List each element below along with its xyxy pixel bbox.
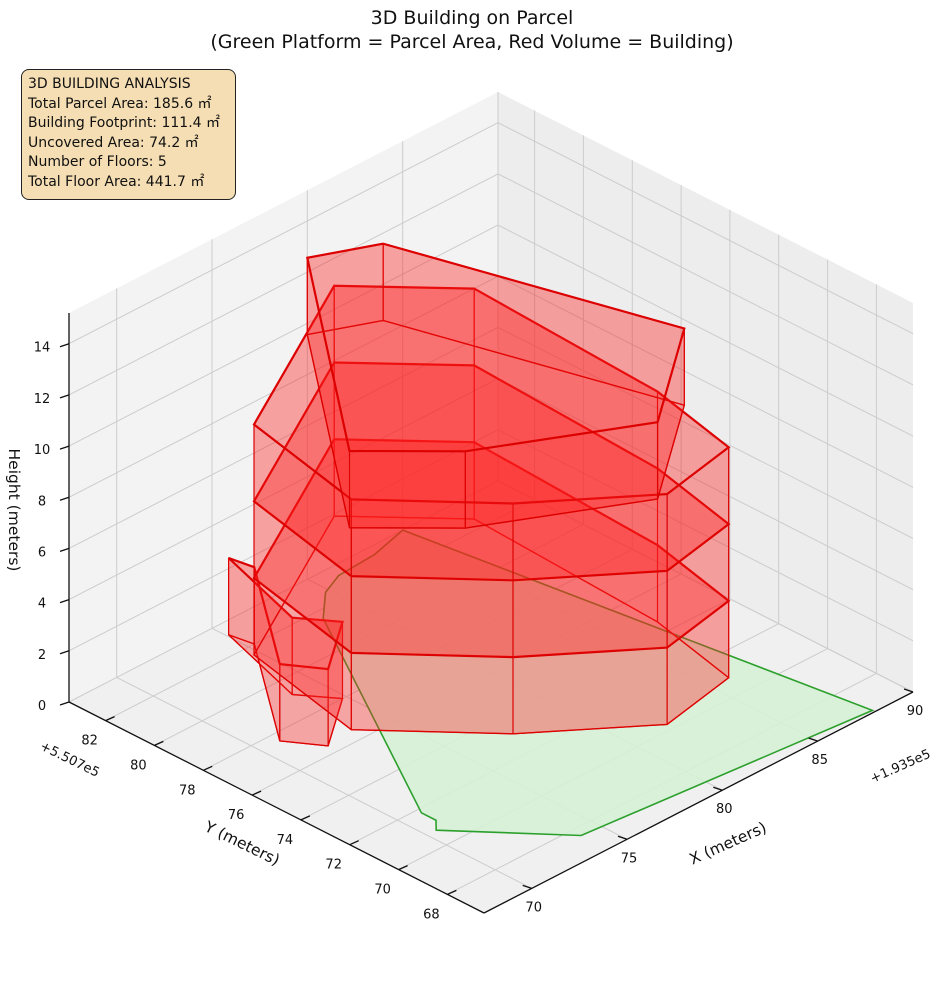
z-tick-label: 14 [34,341,51,356]
grid-y-floor [105,499,535,722]
grid-z-right [497,224,914,437]
x-axis-label: X (meters) [687,818,770,868]
z-tick-label: 8 [38,494,46,509]
z-tick-mark [59,343,70,348]
y-tick-mark [300,815,311,821]
info-building-footprint: Building Footprint: 111.4 ㎡ [28,115,221,132]
grid-z-back [68,275,499,498]
z-tick-label: 0 [38,699,46,714]
y-tick-mark [398,865,408,871]
x-tick-label: 80 [716,802,733,817]
grid-z-right [497,378,914,591]
floor-top-face [227,556,344,671]
parcel-platform [322,529,875,837]
z-tick-label: 10 [34,443,51,458]
floor-top-face [305,242,686,453]
grid-x-floor [116,676,532,889]
z-tick-label: 2 [38,648,46,663]
x-tick-label: 70 [525,900,542,915]
x-axis-line [483,691,914,914]
pane-y-max [69,92,498,702]
y-tick-mark [105,716,115,722]
x-tick-label: 75 [621,851,638,866]
y-tick-label: 78 [179,783,196,798]
grid-z-right [497,122,914,335]
grid-z-back [68,122,499,345]
y-tick-label: 68 [423,907,440,922]
floor-wall-face [512,647,668,735]
z-tick-mark [59,394,70,399]
z-tick-mark [59,701,70,706]
info-total-parcel-area: Total Parcel Area: 185.6 ㎡ [28,95,212,112]
floor-top-face [252,284,731,505]
grid-z-back [68,378,499,601]
floor-wall-face [350,575,514,658]
grid-z-right [497,429,914,642]
pane-x-max [498,92,913,692]
y-tick-label: 70 [374,883,391,898]
y-tick-mark [349,840,359,846]
y-tick-mark [447,889,457,895]
info-total-floor-area: Total Floor Area: 441.7 ㎡ [28,173,205,190]
floor-wall-face [350,652,514,735]
y-tick-label: 76 [228,808,245,823]
z-tick-mark [59,547,70,553]
info-heading: 3D BUILDING ANALYSIS [28,76,191,92]
x-offset-label: +1.935e5 [868,747,933,787]
info-number-of-floors: Number of Floors: 5 [28,154,167,171]
y-tick-label: 74 [277,833,294,848]
grid-z-back [68,224,499,447]
z-axis-label: Height (meters) [5,449,23,572]
z-tick-label: 6 [38,545,46,560]
x-tick-label: 90 [907,704,924,719]
x-tick-label: 85 [811,753,828,768]
y-tick-label: 80 [130,758,147,773]
floor-5 [305,242,686,529]
y-tick-label: 82 [81,734,98,749]
floor-wall-face [512,570,668,658]
z-tick-mark [59,496,70,501]
floor-4 [252,284,731,582]
chart-title-line1: 3D Building on Parcel [370,7,574,29]
y-axis-label: Y (meters) [201,817,283,869]
x-tick-mark [713,786,723,791]
floor-3 [252,361,731,658]
grid-z-right [497,173,914,386]
z-tick-label: 12 [34,392,51,407]
grid-z-right [497,326,914,539]
x-tick-mark [903,688,914,693]
grid-z-right [497,480,914,693]
y-tick-label: 72 [325,858,342,873]
z-tick-mark [59,650,70,655]
floor-wall-face [348,450,466,529]
grid-z-back [68,429,499,652]
z-tick-mark [59,598,70,604]
parcel-polygon [322,529,875,837]
x-tick-mark [617,835,628,840]
chart-title-line2: (Green Platform = Parcel Area, Red Volum… [210,31,734,53]
grid-z-back [68,173,499,396]
y-tick-mark [251,790,262,796]
z-tick-label: 4 [38,597,46,612]
z-tick-mark [59,445,70,450]
grid-z-right [497,275,914,488]
y-tick-mark [203,765,213,771]
info-uncovered-area: Uncovered Area: 74.2 ㎡ [28,134,199,151]
building-analysis-box: 3D BUILDING ANALYSIS Total Parcel Area: … [21,69,236,200]
x-tick-mark [522,884,532,890]
y-axis-line [68,701,485,914]
y-tick-mark [154,740,164,746]
x-tick-mark [808,737,818,742]
building-volume [227,242,731,747]
